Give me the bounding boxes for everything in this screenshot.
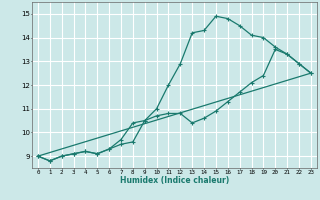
X-axis label: Humidex (Indice chaleur): Humidex (Indice chaleur) xyxy=(120,176,229,185)
